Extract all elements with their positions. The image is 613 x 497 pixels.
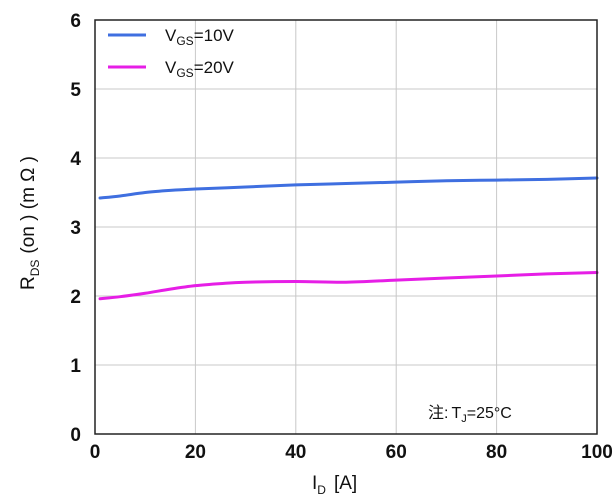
- y-tick-label: 6: [70, 11, 81, 32]
- y-axis-label: RDS(on ) (m Ω ): [18, 156, 42, 290]
- series-line-vgs-10v: [98, 176, 599, 200]
- y-tick-label: 4: [70, 149, 81, 170]
- plot-frame: [94, 19, 598, 435]
- legend-label-vgs-10v: VGS=10V: [165, 26, 235, 48]
- x-axis-label: ID [A]: [312, 473, 357, 497]
- tick-labels: 0 20 40 60 80 100 0 1 2 3 4 5 6: [70, 11, 612, 463]
- x-tick-label: 0: [90, 442, 101, 463]
- x-tick-label: 60: [386, 442, 407, 463]
- grid: [95, 20, 597, 434]
- temperature-note: 注: TJ=25°C: [428, 404, 512, 425]
- y-tick-label: 2: [70, 287, 81, 308]
- y-tick-label: 5: [70, 80, 81, 101]
- y-tick-label: 3: [70, 218, 81, 239]
- series-layer: [98, 176, 599, 301]
- legend-label-vgs-20v: VGS=20V: [165, 58, 235, 80]
- legend: VGS=10V VGS=20V: [108, 26, 235, 80]
- y-tick-label: 1: [70, 356, 81, 377]
- x-tick-label: 80: [486, 442, 507, 463]
- x-tick-label: 100: [581, 442, 613, 463]
- y-tick-label: 0: [70, 425, 81, 446]
- x-tick-label: 20: [185, 442, 206, 463]
- x-tick-label: 40: [285, 442, 306, 463]
- series-line-vgs-20v: [98, 271, 599, 301]
